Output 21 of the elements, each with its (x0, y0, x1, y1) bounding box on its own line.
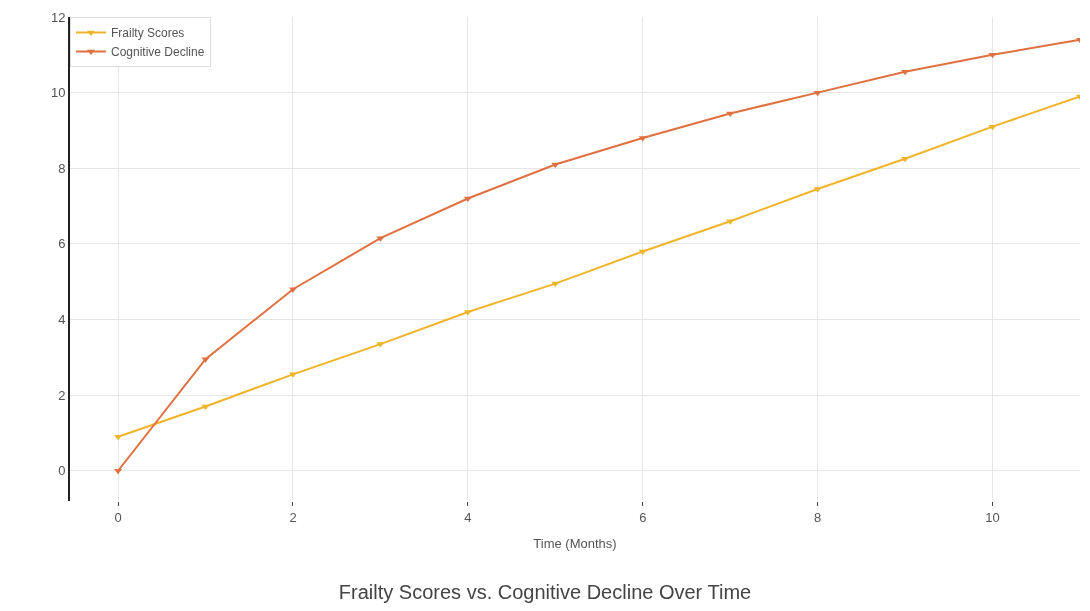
y-tick-label: 10 (50, 85, 66, 101)
point (114, 434, 123, 441)
legend-label: Frailty Scores (111, 26, 185, 41)
x-tick-label: 0 (114, 509, 122, 525)
x-tick-label: 4 (464, 509, 472, 525)
y-tick-label: 12 (50, 9, 66, 25)
point (988, 124, 997, 131)
x-tick-label: 10 (985, 509, 1000, 525)
x-tick-label: 8 (814, 509, 822, 525)
y-tick-label: 4 (58, 312, 66, 328)
text: Frailty Scores vs. Cognitive Decline Over Time (338, 580, 752, 603)
x-axis-title: Time (Months) (533, 536, 617, 552)
y-tick-label: 8 (58, 160, 66, 176)
point (551, 281, 560, 288)
legend-label: Cognitive Decline (111, 45, 205, 60)
x-tick-label: 6 (639, 509, 647, 525)
y-tick-label: 6 (58, 236, 66, 252)
y-tick-label: 2 (58, 387, 66, 403)
point (813, 90, 822, 97)
x-tick-label: 2 (289, 509, 297, 525)
y-tick-label: 0 (58, 463, 66, 479)
